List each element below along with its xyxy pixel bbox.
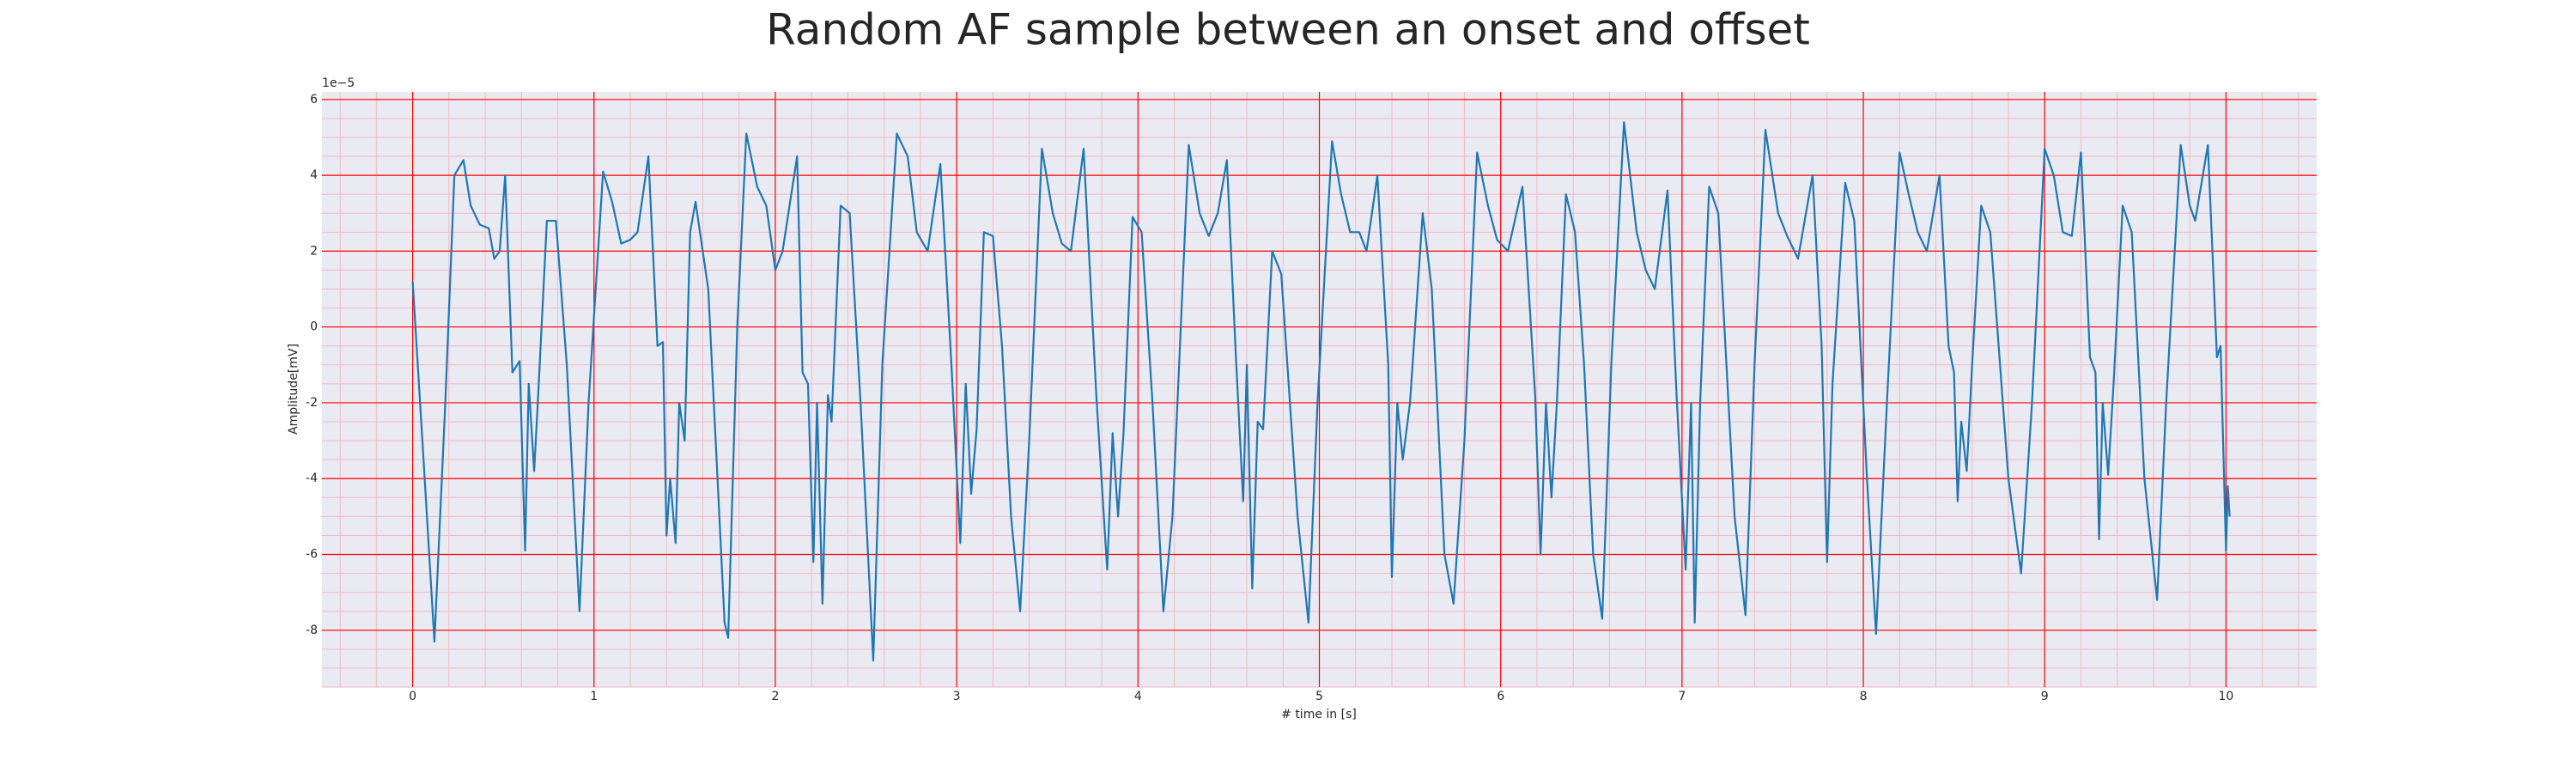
x-tick-label: 7 [1678,690,1686,703]
x-tick-label: 4 [1134,690,1142,703]
y-tick-label: 2 [310,244,318,258]
y-offset-label: 1e−5 [322,76,355,90]
y-tick-label: 4 [310,168,318,182]
x-tick-label: 5 [1315,690,1323,703]
x-tick-label: 1 [590,690,598,703]
y-tick-label: -2 [306,396,318,410]
x-tick-label: 8 [1860,690,1868,703]
y-tick-label: 0 [310,320,318,334]
x-tick-label: 6 [1497,690,1504,703]
y-tick-label: -8 [306,624,318,637]
x-tick-label: 10 [2218,690,2233,703]
y-tick-label: 6 [310,93,318,107]
y-axis-label: Amplitude[mV] [287,344,301,435]
x-tick-label: 9 [2041,690,2049,703]
x-axis-label: # time in [s] [1281,708,1357,721]
data-line [411,121,2231,662]
x-tick-label: 0 [409,690,416,703]
x-tick-label: 2 [771,690,779,703]
y-tick-label: -4 [306,472,318,485]
x-tick-label: 3 [953,690,961,703]
y-tick-label: -6 [306,548,318,562]
chart-title: Random AF sample between an onset and of… [766,5,1810,55]
